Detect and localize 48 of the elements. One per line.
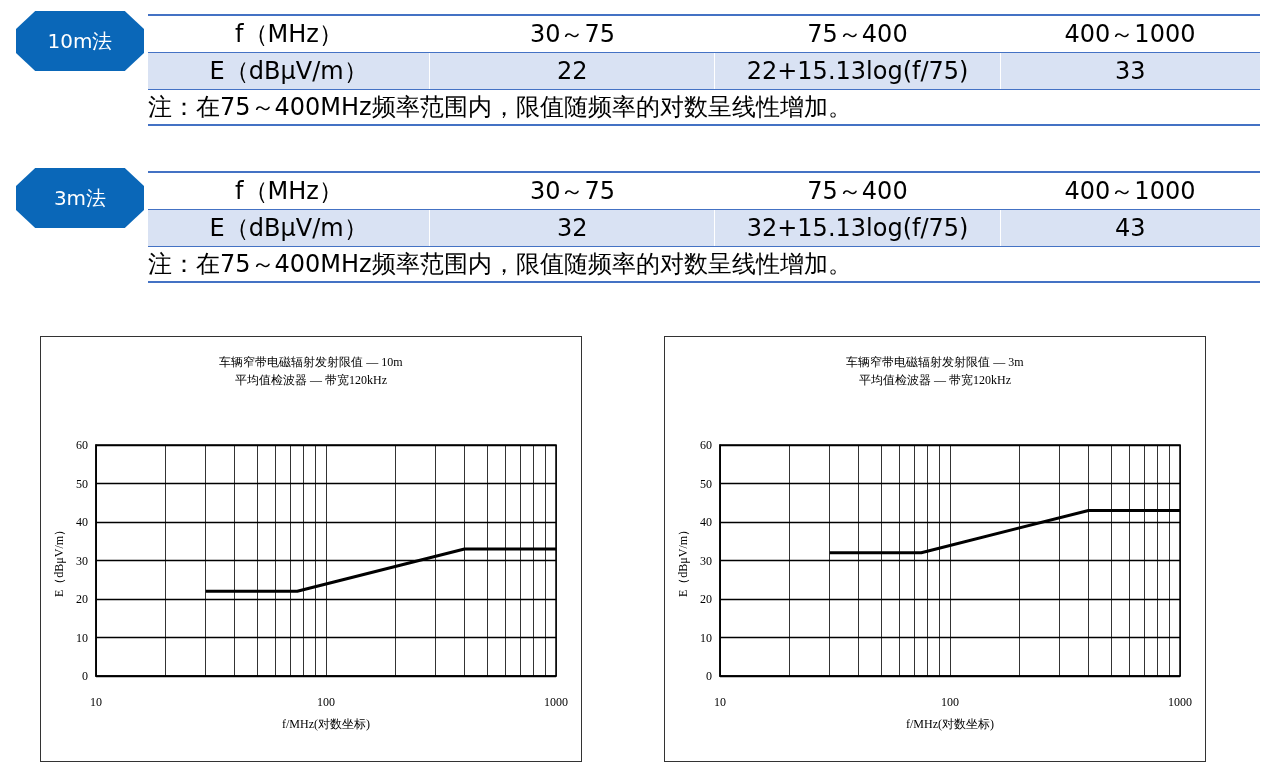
text: 400～1000 — [1063, 19, 1197, 50]
text: 43 — [999, 210, 1260, 246]
y-tick-label: 60 — [700, 438, 712, 452]
text: 75～400 — [806, 176, 909, 207]
text: 22 — [429, 53, 715, 89]
y-tick-label: 40 — [76, 515, 88, 529]
chart-subtitle: 平均值检波器 — 带宽120kHz — [859, 373, 1011, 387]
y-tick-label: 20 — [700, 592, 712, 606]
chart-subtitle: 平均值检波器 — 带宽120kHz — [235, 373, 387, 387]
y-tick-label: 10 — [700, 630, 712, 645]
x-tick-label: 100 — [317, 695, 335, 709]
text: 33 — [999, 53, 1260, 89]
y-tick-label: 30 — [700, 553, 712, 568]
x-tick-label: 1000 — [1168, 695, 1192, 709]
y-axis-title: E（dBμV/m） — [676, 523, 691, 598]
x-axis-title: f/MHz(对数坐标) — [906, 717, 994, 731]
y-tick-label: 50 — [76, 476, 88, 491]
x-tick-label: 10 — [714, 695, 726, 709]
text: 30～75 — [528, 19, 617, 50]
text: 30～75 — [528, 176, 617, 207]
text: 3m法 — [16, 168, 144, 228]
text: E（dBμV/m） — [148, 210, 430, 246]
y-tick-label: 50 — [700, 476, 712, 491]
text: f（MHz） — [234, 19, 344, 50]
text: E（dBμV/m） — [148, 53, 430, 89]
y-tick-label: 0 — [706, 669, 712, 683]
text: 22+15.13log(f/75) — [714, 53, 1000, 89]
y-axis-title: E（dBμV/m） — [52, 523, 67, 598]
y-tick-label: 30 — [76, 553, 88, 568]
text: f（MHz） — [234, 176, 344, 207]
text: 10m法 — [16, 11, 144, 71]
y-tick-label: 20 — [76, 592, 88, 606]
x-axis-title: f/MHz(对数坐标) — [282, 717, 370, 731]
text: 32 — [429, 210, 715, 246]
text: 32+15.13log(f/75) — [714, 210, 1000, 246]
x-tick-label: 10 — [90, 695, 102, 709]
text: 注：在75～400MHz频率范围内，限值随频率的对数呈线性增加。 — [148, 90, 1260, 126]
y-tick-label: 60 — [76, 438, 88, 452]
text: 400～1000 — [1063, 176, 1197, 207]
x-tick-label: 100 — [941, 695, 959, 709]
chart-title: 车辆窄带电磁辐射发射限值 — 3m — [846, 355, 1025, 369]
text: 75～400 — [806, 19, 909, 50]
y-tick-label: 0 — [82, 669, 88, 683]
chart-title: 车辆窄带电磁辐射发射限值 — 10m — [219, 355, 404, 369]
y-tick-label: 10 — [76, 630, 88, 645]
x-tick-label: 1000 — [544, 695, 568, 709]
y-tick-label: 40 — [700, 515, 712, 529]
text: 注：在75～400MHz频率范围内，限值随频率的对数呈线性增加。 — [148, 247, 1260, 283]
